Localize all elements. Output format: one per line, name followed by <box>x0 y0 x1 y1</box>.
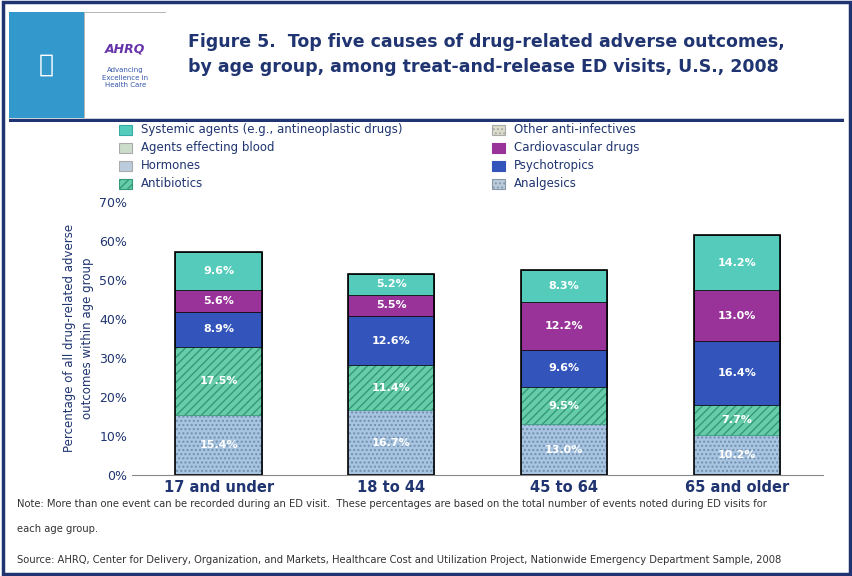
Bar <box>176 415 262 475</box>
Text: Source: AHRQ, Center for Delivery, Organization, and Markets, Healthcare Cost an: Source: AHRQ, Center for Delivery, Organ… <box>17 555 780 565</box>
Text: Analgesics: Analgesics <box>513 177 576 191</box>
Y-axis label: Percentage of all drug-related adverse
outcomes within age group: Percentage of all drug-related adverse o… <box>63 224 94 453</box>
Bar <box>492 161 504 171</box>
Bar <box>84 12 166 118</box>
Bar <box>492 179 504 189</box>
Bar <box>119 143 132 153</box>
Text: 5.6%: 5.6% <box>203 296 233 306</box>
Bar <box>521 302 607 350</box>
Text: Agents effecting blood: Agents effecting blood <box>141 142 274 154</box>
Text: Note: More than one event can be recorded during an ED visit.  These percentages: Note: More than one event can be recorde… <box>17 499 766 509</box>
Text: 10.2%: 10.2% <box>717 450 755 460</box>
Text: 13.0%: 13.0% <box>717 310 755 321</box>
Bar <box>119 161 132 171</box>
Text: 12.6%: 12.6% <box>371 336 410 346</box>
Bar <box>348 295 434 316</box>
Bar <box>693 235 779 475</box>
Text: Psychotropics: Psychotropics <box>513 160 594 172</box>
Text: each age group.: each age group. <box>17 524 98 535</box>
Bar <box>521 270 607 302</box>
Bar <box>348 274 434 475</box>
Text: 13.0%: 13.0% <box>544 445 583 455</box>
Text: 5.2%: 5.2% <box>376 279 406 290</box>
Bar <box>521 270 607 475</box>
Text: Systemic agents (e.g., antineoplastic drugs): Systemic agents (e.g., antineoplastic dr… <box>141 123 402 137</box>
Bar <box>119 179 132 189</box>
Bar <box>492 125 504 135</box>
Bar <box>176 347 262 415</box>
Text: 🏛: 🏛 <box>39 53 54 77</box>
Text: Figure 5.  Top five causes of drug-related adverse outcomes,
by age group, among: Figure 5. Top five causes of drug-relate… <box>187 33 784 75</box>
Bar <box>521 425 607 475</box>
Bar <box>492 143 504 153</box>
Bar <box>348 316 434 365</box>
Text: 15.4%: 15.4% <box>199 440 238 450</box>
Bar <box>693 406 779 435</box>
Bar <box>348 365 434 410</box>
Text: 12.2%: 12.2% <box>544 321 583 331</box>
Text: 8.9%: 8.9% <box>203 324 233 334</box>
Text: Cardiovascular drugs: Cardiovascular drugs <box>513 142 638 154</box>
Text: 5.5%: 5.5% <box>376 300 406 310</box>
Bar <box>521 387 607 425</box>
Bar <box>176 290 262 312</box>
Text: Advancing
Excellence in
Health Care: Advancing Excellence in Health Care <box>102 67 148 88</box>
Bar <box>693 290 779 341</box>
Text: 8.3%: 8.3% <box>548 281 579 291</box>
Text: Hormones: Hormones <box>141 160 201 172</box>
Bar <box>693 435 779 475</box>
Text: 14.2%: 14.2% <box>717 257 755 268</box>
Bar <box>9 12 84 118</box>
Bar <box>348 274 434 295</box>
Text: 7.7%: 7.7% <box>721 415 751 425</box>
Text: 11.4%: 11.4% <box>371 382 410 393</box>
Bar <box>176 252 262 290</box>
Text: 9.6%: 9.6% <box>548 363 579 373</box>
Text: 9.6%: 9.6% <box>203 266 233 276</box>
Text: Antibiotics: Antibiotics <box>141 177 203 191</box>
Text: 9.5%: 9.5% <box>548 401 579 411</box>
Bar <box>119 125 132 135</box>
Bar <box>521 350 607 387</box>
Text: AHRQ: AHRQ <box>105 42 146 55</box>
Bar <box>693 235 779 290</box>
Text: 16.4%: 16.4% <box>717 368 756 378</box>
Text: 17.5%: 17.5% <box>199 376 238 386</box>
Bar <box>693 341 779 406</box>
Bar <box>348 410 434 475</box>
Text: Other anti-infectives: Other anti-infectives <box>513 123 635 137</box>
Bar <box>176 252 262 475</box>
Bar <box>176 312 262 347</box>
Text: 16.7%: 16.7% <box>371 438 410 448</box>
